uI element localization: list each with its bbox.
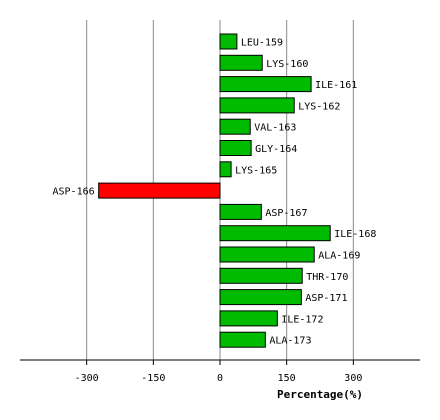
bar-label: ALA-169 <box>318 251 360 262</box>
x-tick-label: 150 <box>278 373 296 384</box>
bar <box>219 54 263 71</box>
bar-label: LYS-162 <box>298 101 340 112</box>
bar <box>219 267 303 284</box>
bar-label: ILE-161 <box>315 80 357 91</box>
bar <box>219 76 312 93</box>
bar <box>219 140 252 156</box>
bar-label: ASP-167 <box>265 208 307 219</box>
bar <box>219 331 266 348</box>
bar <box>219 118 251 135</box>
bar <box>219 310 278 327</box>
bar <box>219 97 295 114</box>
bar-label: GLY-164 <box>255 144 297 155</box>
bar <box>219 289 302 306</box>
bar-label: ALA-173 <box>269 336 311 347</box>
x-tick-label: 300 <box>344 373 362 384</box>
bar-label: ASP-171 <box>305 293 347 304</box>
bar <box>219 203 262 220</box>
bar <box>219 225 331 242</box>
bar <box>219 161 232 178</box>
x-tick-label: -300 <box>75 373 99 384</box>
bar-label: LEU-159 <box>241 38 283 49</box>
bar-label: LYS-160 <box>266 59 308 70</box>
x-tick-label: 0 <box>217 373 223 384</box>
bar-label: VAL-163 <box>254 123 296 134</box>
x-tick-label: -150 <box>141 373 165 384</box>
bar-label: ASP-166 <box>53 187 95 198</box>
bar-label: LYS-165 <box>235 165 277 176</box>
x-axis-label: Percentage(%) <box>277 388 363 401</box>
bar <box>98 182 221 199</box>
bar-label: ILE-172 <box>281 314 323 325</box>
bar <box>219 246 315 263</box>
bar-label: THR-170 <box>306 272 348 283</box>
bar <box>219 33 238 50</box>
bar-label: ILE-168 <box>334 229 376 240</box>
